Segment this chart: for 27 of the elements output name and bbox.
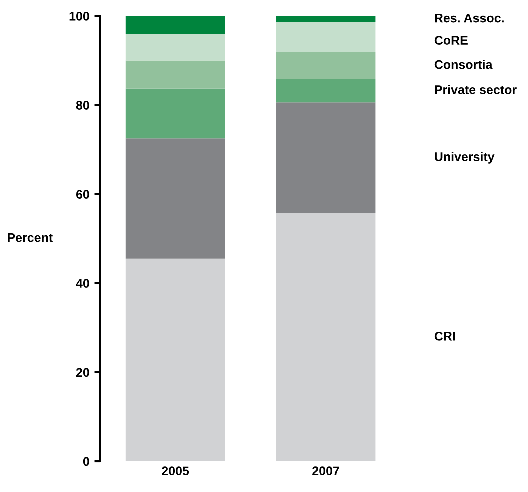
bar (126, 16, 226, 34)
x-tick-label: 2007 (312, 466, 340, 476)
bar (276, 16, 376, 22)
bar (126, 60, 226, 89)
bar (126, 34, 226, 61)
y-tick-label: 60 (76, 190, 90, 199)
text: Res. Assoc. (435, 14, 504, 23)
bar (276, 79, 376, 103)
y-tick-label: 20 (76, 368, 90, 378)
x-tick-label: 2005 (162, 466, 190, 476)
y-tick-label: 40 (76, 279, 90, 288)
bar (276, 213, 376, 462)
bar (126, 88, 226, 139)
bar (276, 52, 376, 80)
text: CRI (434, 332, 456, 341)
bar (126, 138, 226, 259)
y-tick-label: 80 (76, 101, 90, 110)
text: CoRE (434, 36, 468, 45)
bar (126, 258, 226, 462)
y-tick-label: 100 (70, 12, 90, 21)
bar (276, 22, 376, 52)
bar (276, 102, 376, 214)
y-axis-title: Percent (8, 234, 53, 242)
text: Consortia (434, 60, 493, 70)
y-tick-label: 0 (83, 457, 90, 466)
text: University (435, 152, 495, 164)
text: Private sector (435, 85, 517, 94)
